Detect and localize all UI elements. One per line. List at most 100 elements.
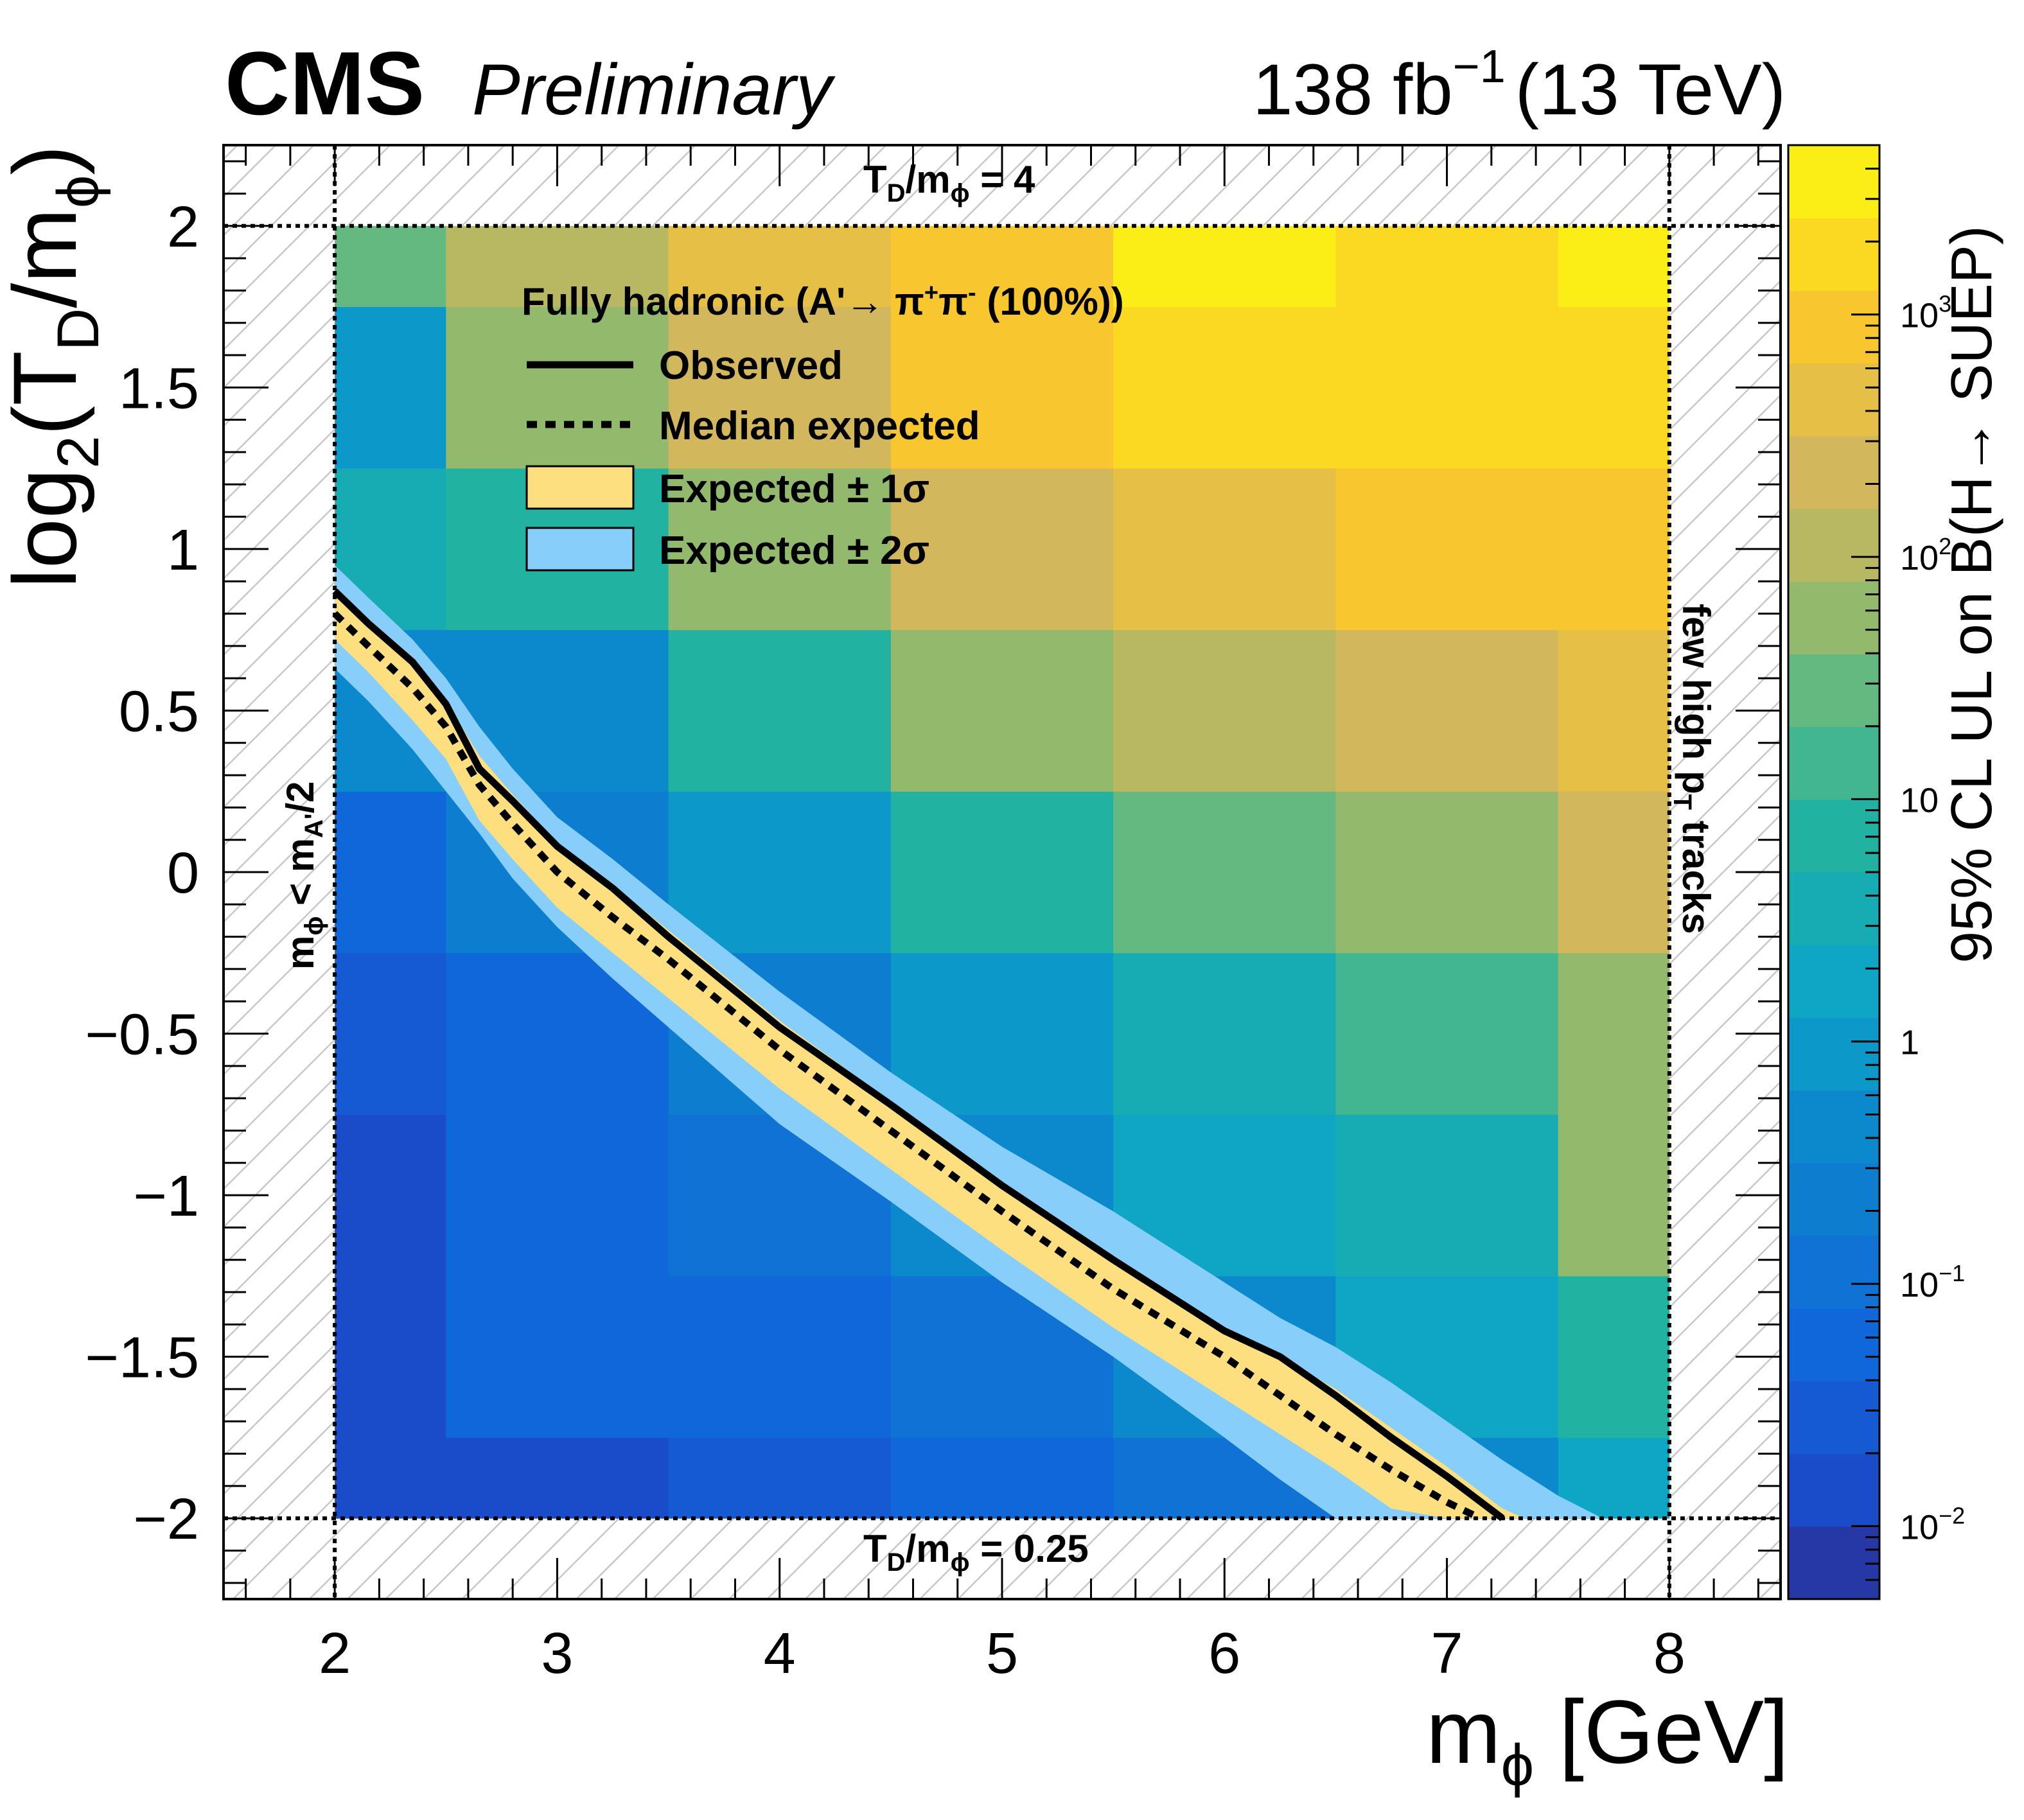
- heatmap-cell: [890, 952, 1114, 1115]
- color-bar-segment: [1788, 945, 1879, 1018]
- heatmap-cells: [335, 225, 1670, 1519]
- heatmap-cell: [668, 1437, 892, 1519]
- heatmap-cell: [1558, 306, 1670, 469]
- z-tick-label: 10−2: [1900, 1502, 1965, 1546]
- color-bar-segment: [1788, 1017, 1879, 1091]
- z-tick-label: 102: [1900, 533, 1951, 577]
- observed-line: [332, 588, 1505, 1521]
- annotation-top: TD/mϕ = 4: [863, 158, 1035, 207]
- annotation-left: mϕ < mA'/2: [279, 781, 328, 970]
- color-bar-title: 95% CL UL on B(H→ SUEP): [1940, 225, 2004, 963]
- x-tick-label: 2: [319, 1622, 351, 1686]
- heatmap-cell: [446, 225, 669, 308]
- color-bar-segment: [1788, 1526, 1879, 1600]
- legend-expected-label: Median expected: [659, 404, 980, 448]
- color-bar-segment: [1788, 799, 1879, 873]
- y-tick-label: −1: [133, 1164, 199, 1229]
- legend-2sigma-label: Expected ± 2σ: [659, 529, 929, 573]
- heatmap-cell: [890, 791, 1114, 954]
- legend: Fully hadronic (A'→ π+π- (100%)) Observe…: [522, 279, 1124, 573]
- heatmap-cell: [668, 791, 892, 954]
- heatmap-cell: [890, 306, 1114, 469]
- heatmap-cell: [1335, 306, 1559, 469]
- heatmap-cell: [1113, 791, 1336, 954]
- y-axis-title: log2(TD/mϕ): [0, 145, 111, 588]
- heatmap-cell: [1113, 468, 1336, 631]
- y-tick-label: 0.5: [119, 679, 199, 744]
- color-bar-segment: [1788, 581, 1879, 654]
- median-expected-line: [332, 611, 1482, 1522]
- heatmap-cell: [335, 225, 446, 308]
- heatmap-cell: [1335, 952, 1559, 1115]
- heatmap-cell: [446, 1275, 669, 1438]
- legend-1sigma-swatch: [525, 465, 635, 510]
- legend-title: Fully hadronic (A'→ π+π- (100%)): [522, 279, 1124, 323]
- heatmap-cell: [335, 1275, 446, 1438]
- x-tick-label: 8: [1653, 1622, 1685, 1686]
- heatmap-cell: [446, 1114, 669, 1277]
- annotation-right: few high pT tracks: [1668, 604, 1718, 934]
- heatmap-cell: [1558, 225, 1670, 308]
- y-tick-label: −1.5: [85, 1326, 199, 1390]
- z-tick-label: 103: [1900, 291, 1951, 335]
- heatmap-cell: [890, 225, 1114, 308]
- heatmap-cell: [1113, 306, 1336, 469]
- heatmap-cell: [668, 1275, 892, 1438]
- x-tick-label: 4: [764, 1622, 796, 1686]
- heatmap-cell: [668, 629, 892, 792]
- x-tick-label: 7: [1431, 1622, 1463, 1686]
- x-axis-ticks: 2 3 4 5 6 7 8: [245, 145, 1759, 1686]
- heatmap-cell: [1558, 1114, 1670, 1277]
- y-tick-label: −0.5: [85, 1003, 199, 1067]
- energy-label: (13 TeV): [1515, 49, 1786, 130]
- luminosity-exponent: −1: [1453, 41, 1506, 92]
- heatmap-cell: [668, 306, 892, 469]
- color-bar-segment: [1788, 218, 1879, 291]
- heatmap-cell: [668, 468, 892, 631]
- luminosity-value: 138 fb: [1253, 49, 1452, 130]
- color-bar-segment: [1788, 1090, 1879, 1164]
- status-label: Preliminary: [472, 49, 836, 130]
- heatmap-cell: [1335, 225, 1559, 308]
- heatmap-cell: [1113, 225, 1336, 308]
- color-bar-segment: [1788, 363, 1879, 437]
- heatmap-cell: [335, 1114, 446, 1277]
- heatmap-cell: [668, 225, 892, 308]
- x-axis-title: mϕ [GeV]: [1426, 1681, 1789, 1798]
- heatmap-cell: [1558, 629, 1670, 792]
- z-tick-label: 1: [1900, 1024, 1919, 1062]
- color-bar-ticks: 10−2 10−1 1 10 102 103: [1851, 144, 1965, 1600]
- color-bar-segment: [1788, 872, 1879, 945]
- color-bar-segment: [1788, 1381, 1879, 1455]
- heatmap-cell: [446, 306, 669, 469]
- heatmap-cell: [1558, 468, 1670, 631]
- heatmap-cell: [1335, 791, 1559, 954]
- z-tick-label: 10: [1900, 781, 1939, 819]
- heatmap-cell: [335, 1437, 446, 1519]
- heatmap-cell: [1558, 1275, 1670, 1438]
- heatmap-cell: [1558, 791, 1670, 954]
- color-bar-segment: [1788, 1453, 1879, 1527]
- annotation-bottom: TD/mϕ = 0.25: [863, 1527, 1089, 1577]
- heatmap-cell: [890, 1437, 1114, 1519]
- x-tick-label: 6: [1208, 1622, 1240, 1686]
- color-bar-segment: [1788, 145, 1879, 218]
- heatmap-cell: [890, 629, 1114, 792]
- color-bar-segment: [1788, 509, 1879, 582]
- heatmap-cell: [1335, 629, 1559, 792]
- color-bar-segment: [1788, 435, 1879, 509]
- heatmap-cell: [335, 306, 446, 469]
- heatmap-cell: [335, 791, 446, 954]
- heatmap-cell: [1558, 1437, 1670, 1519]
- color-bar-segment: [1788, 654, 1879, 728]
- color-bar-segment: [1788, 290, 1879, 364]
- heatmap-cell: [1335, 1114, 1559, 1277]
- heatmap-cell: [1335, 468, 1559, 631]
- color-bar: [1788, 145, 1879, 1600]
- experiment-label: CMS: [225, 33, 425, 134]
- y-tick-label: 2: [167, 195, 199, 259]
- y-tick-label: 1: [167, 518, 199, 582]
- heatmap-cell: [446, 1437, 669, 1519]
- legend-1sigma-label: Expected ± 1σ: [659, 467, 929, 511]
